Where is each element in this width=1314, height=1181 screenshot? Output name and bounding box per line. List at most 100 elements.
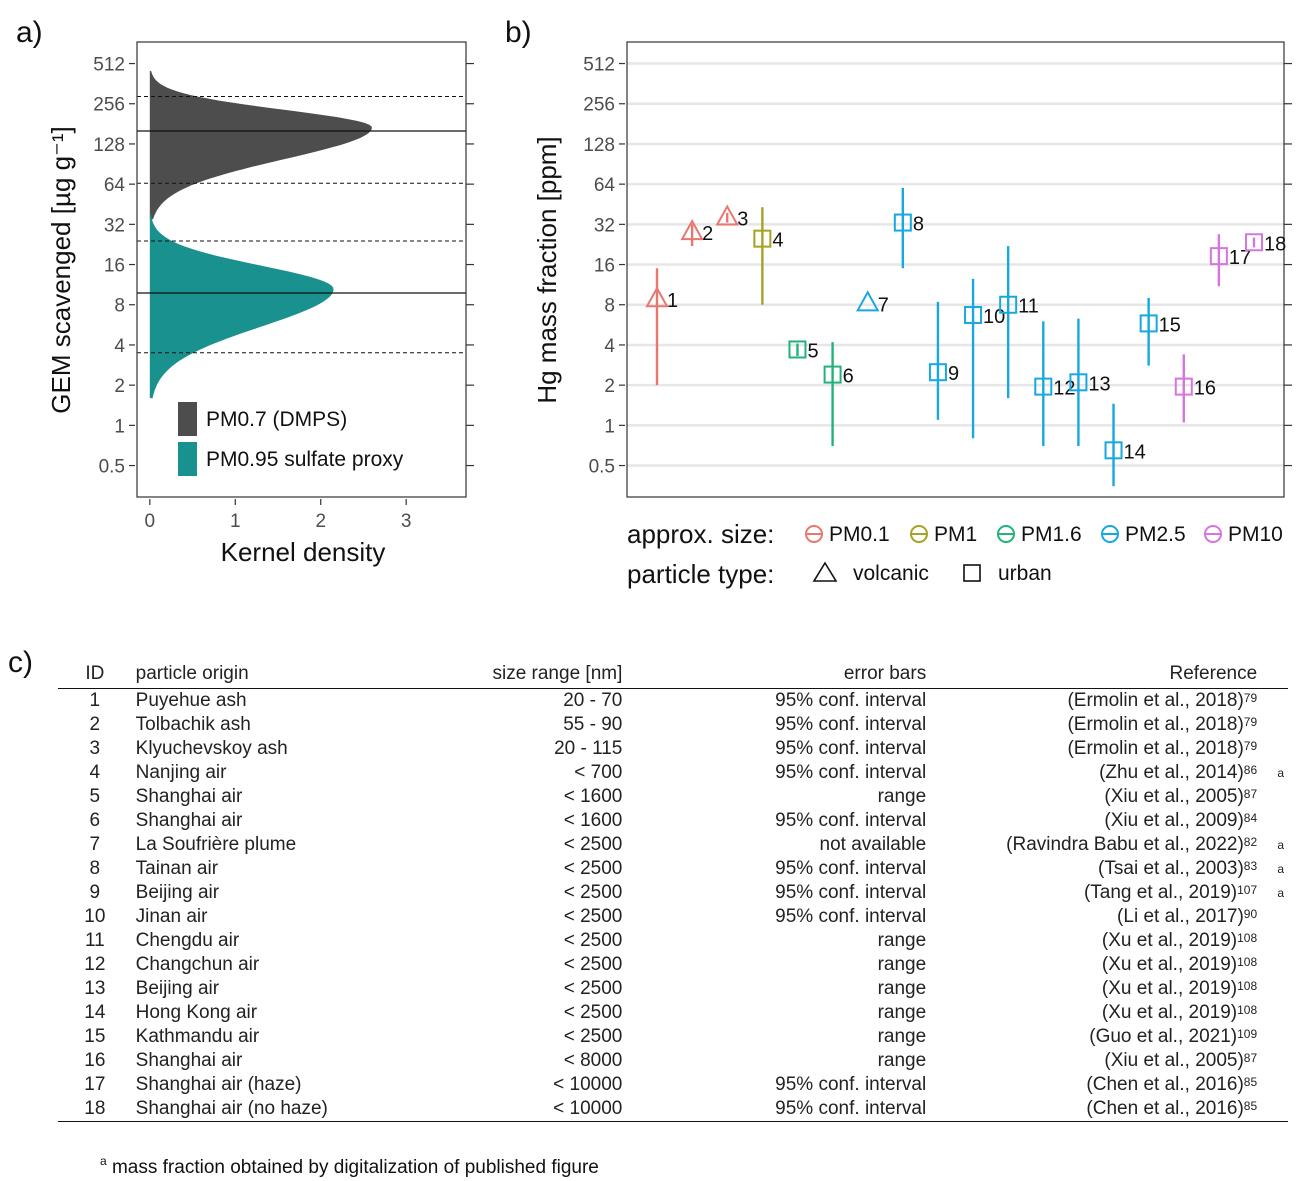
type-legend-title: particle type: — [627, 559, 774, 589]
cell-note — [1261, 713, 1288, 737]
reference-number: 108 — [1237, 979, 1258, 993]
reference-text: (Xiu et al., 2005) — [1104, 1050, 1244, 1071]
y-tick-label-b: 4 — [604, 336, 615, 357]
y-tick-label-a: 0.5 — [99, 457, 125, 478]
density-pm095 — [149, 214, 334, 399]
density-pm07 — [149, 71, 372, 220]
table-row: 16 Shanghai air < 8000 range (Xiu et al., 20… — [58, 1049, 1288, 1073]
cell-id: 1 — [89, 690, 101, 711]
cell-origin: Shanghai air — [135, 786, 243, 807]
cell-size-range: < 2500 — [563, 1002, 623, 1023]
cell-note: a — [1277, 766, 1284, 780]
y-tick-label-a: 32 — [104, 215, 125, 236]
y-tick-label-a: 2 — [114, 376, 125, 397]
cell-id: 7 — [89, 834, 101, 855]
cell-note: a — [1277, 838, 1284, 852]
point-square-urban — [788, 340, 807, 359]
cell-error-bars: range — [877, 954, 927, 975]
table-row: 9 Beijing air < 2500 95% conf. interval (Tan… — [58, 881, 1288, 905]
cell-note — [1261, 953, 1288, 977]
reference-text: (Chen et al., 2016) — [1086, 1074, 1244, 1095]
table-row: 14 Hong Kong air < 2500 range (Xu et al., 20… — [58, 1001, 1288, 1025]
legend-label: PM0.7 (DMPS) — [206, 408, 347, 431]
cell-size-range: < 2500 — [563, 1026, 623, 1047]
cell-error-bars: 95% conf. interval — [775, 810, 927, 831]
cell-error-bars: range — [877, 786, 927, 807]
table-row: 3 Klyuchevskoy ash 20 - 115 95% conf. inter… — [58, 737, 1288, 761]
table-row: 5 Shanghai air < 1600 range (Xiu et al., 200… — [58, 785, 1288, 809]
point-square-urban — [964, 306, 983, 325]
legend-swatch-pm095 — [178, 442, 197, 476]
point-label: 2 — [702, 223, 713, 245]
header-particle-origin: particle origin — [131, 660, 385, 689]
cell-reference: (Xiu et al., 2009)84 — [930, 809, 1261, 833]
cell-size-range: < 2500 — [563, 882, 623, 903]
reference-text: (Ermolin et al., 2018) — [1067, 690, 1244, 711]
type-legend-label: volcanic — [853, 562, 929, 585]
cell-reference: (Tang et al., 2019)107 — [930, 881, 1261, 905]
reference-number: 90 — [1243, 907, 1258, 921]
y-tick-label-b: 128 — [583, 135, 615, 156]
cell-reference: (Xiu et al., 2005)87 — [930, 785, 1261, 809]
reference-number: 109 — [1237, 1027, 1258, 1041]
panel-label-a: a) — [16, 16, 43, 49]
cell-reference: (Xiu et al., 2005)87 — [930, 1049, 1261, 1073]
reference-number: 83 — [1243, 859, 1258, 873]
point-square-urban — [823, 365, 842, 384]
point-square-urban — [753, 229, 772, 248]
cell-origin: Chengdu air — [135, 930, 240, 951]
y-tick-label-b: 2 — [604, 376, 615, 397]
point-square-urban — [1209, 247, 1228, 266]
cell-origin: Shanghai air (haze) — [135, 1074, 302, 1095]
cell-origin: Shanghai air — [135, 1050, 243, 1071]
cell-note: a — [1277, 886, 1284, 900]
y-tick-label-a: 512 — [93, 55, 125, 76]
size-legend-label: PM10 — [1228, 523, 1283, 546]
table-row: 1 Puyehue ash 20 - 70 95% conf. interval (Er… — [58, 689, 1288, 714]
x-tick-label-a: 3 — [401, 511, 412, 532]
cell-error-bars: 95% conf. interval — [775, 714, 927, 735]
cell-error-bars: 95% conf. interval — [775, 858, 927, 879]
cell-note — [1261, 1073, 1288, 1097]
point-square-urban — [1174, 377, 1193, 396]
reference-number: 79 — [1243, 739, 1258, 753]
cell-error-bars: range — [877, 978, 927, 999]
reference-number: 79 — [1243, 715, 1258, 729]
cell-note — [1261, 905, 1288, 929]
y-tick-label-b: 1 — [604, 416, 615, 437]
reference-number: 108 — [1237, 931, 1258, 945]
cell-size-range: 55 - 90 — [563, 714, 623, 735]
cell-id: 11 — [84, 930, 105, 951]
cell-id: 18 — [58, 1097, 132, 1122]
type-legend-triangle-icon — [812, 561, 838, 582]
cell-id: 13 — [84, 978, 106, 999]
point-label: 12 — [1053, 378, 1075, 400]
panel-label-c: c) — [8, 646, 33, 679]
cell-error-bars: range — [877, 1026, 927, 1047]
footnote-mark: a — [100, 1154, 107, 1168]
reference-text: (Xu et al., 2019) — [1101, 930, 1238, 951]
size-legend-label: PM1.6 — [1021, 523, 1082, 546]
point-label: 18 — [1264, 233, 1286, 255]
cell-reference: (Li et al., 2017)90 — [930, 905, 1261, 929]
type-legend-label: urban — [998, 562, 1052, 585]
point-square-urban — [1069, 373, 1088, 392]
point-square-urban — [1139, 314, 1158, 333]
cell-error-bars: 95% conf. interval — [775, 1074, 927, 1095]
cell-origin: Beijing air — [135, 978, 220, 999]
cell-error-bars: range — [877, 1050, 927, 1071]
cell-reference: (Ermolin et al., 2018)79 — [930, 713, 1261, 737]
cell-reference: (Guo et al., 2021)109 — [930, 1025, 1261, 1049]
reference-text: (Tsai et al., 2003) — [1098, 858, 1244, 879]
cell-origin: Jinan air — [135, 906, 208, 927]
point-label: 13 — [1088, 373, 1110, 395]
reference-number: 87 — [1243, 1051, 1258, 1065]
cell-note — [1261, 689, 1288, 714]
reference-number: 86 — [1243, 763, 1258, 777]
y-tick-label-b: 16 — [594, 256, 615, 277]
plot-border-b — [626, 41, 1285, 498]
reference-text: (Ravindra Babu et al., 2022) — [1006, 834, 1244, 855]
header-note — [1261, 660, 1288, 689]
reference-table-panel: c) ID particle origin size range [nm] er… — [8, 646, 1288, 1122]
point-triangle-volcanic — [856, 290, 880, 312]
